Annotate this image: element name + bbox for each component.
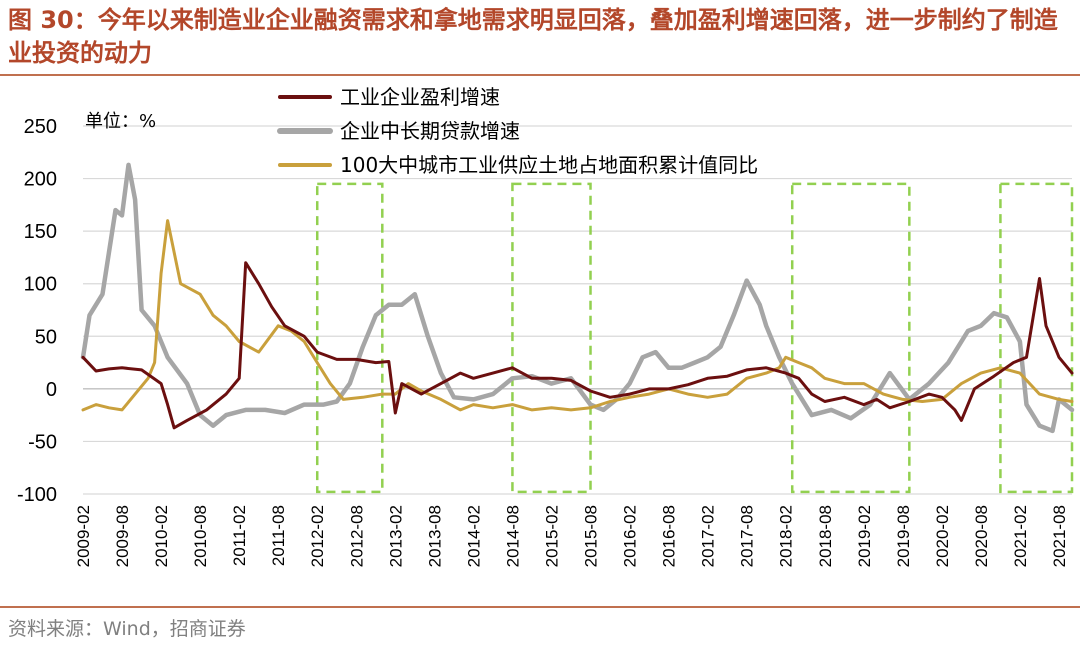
x-tick-label: 2017-08 — [738, 505, 757, 567]
series-lines — [80, 162, 1075, 434]
gridlines — [83, 125, 1072, 495]
legend-label-1: 企业中长期贷款增速 — [340, 119, 520, 143]
x-axis-ticks: 2009-02 2009-08 2010-02 2010-08 2011-02 2011-… — [74, 505, 1069, 567]
y-tick-label: -50 — [28, 431, 57, 453]
x-tick-label: 2019-08 — [894, 505, 913, 567]
x-tick-label: 2009-02 — [74, 505, 93, 567]
y-tick-label: 50 — [35, 326, 57, 348]
highlight-box — [999, 182, 1074, 494]
y-tick-label: 0 — [46, 379, 57, 401]
x-tick-label: 2021-08 — [1050, 505, 1069, 567]
x-tick-label: 2019-02 — [855, 505, 874, 567]
highlight-box — [315, 182, 384, 494]
source-note: 资料来源：Wind，招商证券 — [8, 618, 246, 640]
footer-divider — [0, 606, 1080, 608]
x-tick-label: 2013-08 — [425, 505, 444, 567]
line-chart: 250 200 150 100 50 0 -50 -100 2009-02 2009-08 201… — [17, 85, 1075, 567]
x-tick-label: 2015-08 — [582, 505, 601, 567]
y-tick-label: -100 — [17, 484, 57, 506]
x-tick-label: 2018-02 — [777, 505, 796, 567]
series-line-1 — [80, 162, 1075, 434]
x-tick-label: 2020-08 — [972, 505, 991, 567]
x-tick-label: 2010-08 — [191, 505, 210, 567]
x-tick-label: 2010-02 — [152, 505, 171, 567]
y-tick-label: 200 — [24, 169, 57, 191]
series-line-2 — [81, 219, 1074, 412]
x-tick-label: 2013-02 — [386, 505, 405, 567]
x-tick-label: 2011-02 — [230, 505, 249, 566]
x-tick-label: 2016-02 — [621, 505, 640, 567]
x-tick-label: 2011-08 — [269, 505, 288, 566]
x-tick-label: 2018-08 — [816, 505, 835, 567]
x-tick-label: 2015-02 — [543, 505, 562, 567]
y-axis-ticks: 250 200 150 100 50 0 -50 -100 — [17, 116, 57, 506]
unit-label: 单位：% — [85, 111, 156, 132]
highlight-box — [511, 182, 592, 494]
y-tick-label: 100 — [24, 274, 57, 296]
x-tick-label: 2009-08 — [113, 505, 132, 567]
x-tick-label: 2017-02 — [699, 505, 718, 567]
x-tick-label: 2014-02 — [464, 505, 483, 567]
x-tick-label: 2016-08 — [660, 505, 679, 567]
series-line-0 — [81, 261, 1074, 430]
x-tick-label: 2014-08 — [503, 505, 522, 567]
legend-label-2: 100大中城市工业供应土地占地面积累计值同比 — [340, 153, 758, 177]
y-tick-label: 250 — [24, 116, 57, 138]
highlight-boxes — [315, 182, 1074, 494]
legend-label-0: 工业企业盈利增速 — [340, 85, 500, 109]
chart-title: 图 30：今年以来制造业企业融资需求和拿地需求明显回落，叠加盈利增速回落，进一步… — [8, 6, 1058, 67]
y-tick-label: 150 — [24, 221, 57, 243]
x-tick-label: 2020-02 — [933, 505, 952, 567]
title-divider — [0, 74, 1080, 76]
x-tick-label: 2012-08 — [347, 505, 366, 567]
x-tick-label: 2012-02 — [308, 505, 327, 567]
highlight-box — [790, 182, 911, 494]
x-tick-label: 2021-02 — [1011, 505, 1030, 567]
